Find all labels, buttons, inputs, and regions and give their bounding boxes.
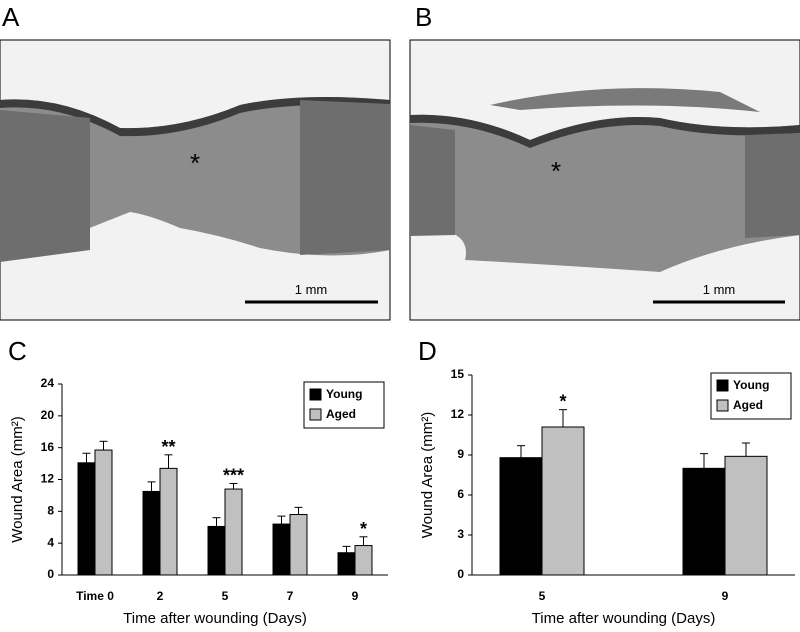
legend-swatch (309, 408, 322, 421)
x-tick-label: 7 (287, 589, 294, 603)
error-bar (359, 536, 368, 546)
error-bar (82, 452, 91, 463)
error-bar (99, 440, 108, 451)
y-axis-title: Wound Area (mm²) (9, 416, 26, 542)
y-tick-label: 15 (451, 367, 465, 381)
y-tick-label: 6 (457, 487, 464, 501)
y-tick-label: 12 (41, 472, 55, 486)
significance-label: *** (223, 465, 244, 485)
y-axis-title: Wound Area (mm²) (419, 412, 436, 538)
y-tick-label: 0 (457, 567, 464, 581)
y-tick-label: 20 (41, 408, 55, 422)
panel-label: D (418, 336, 437, 366)
error-bar (294, 506, 303, 515)
y-tick-label: 3 (457, 527, 464, 541)
legend-swatch (309, 388, 322, 401)
y-tick-label: 9 (457, 447, 464, 461)
legend-label: Aged (733, 398, 763, 412)
x-tick-label: Time 0 (76, 589, 114, 603)
legend-swatch (716, 379, 729, 392)
bar (207, 525, 226, 576)
error-bar (164, 454, 173, 469)
y-tick-label: 0 (47, 567, 54, 581)
y-tick-label: 12 (451, 407, 465, 421)
legend-label: Aged (326, 407, 356, 421)
significance-label: ** (161, 437, 175, 457)
bar (289, 514, 308, 576)
bar (272, 523, 291, 576)
bar (337, 552, 356, 576)
panel-label: C (8, 336, 27, 366)
panel-label: B (415, 2, 432, 32)
scale-bar-label: 1 mm (295, 282, 328, 297)
bar (142, 490, 161, 576)
x-tick-label: 9 (722, 589, 729, 603)
bar (541, 426, 585, 576)
bar (682, 467, 726, 576)
wound-marker: * (190, 148, 200, 178)
y-tick-label: 4 (47, 535, 54, 549)
x-tick-label: 5 (222, 589, 229, 603)
histology-image: * 1 mm (409, 39, 800, 321)
bar (224, 488, 243, 576)
scale-bar-label: 1 mm (703, 282, 736, 297)
error-bar (229, 482, 238, 490)
bar (77, 462, 96, 576)
x-tick-label: 9 (352, 589, 359, 603)
legend-label: Young (733, 378, 769, 392)
bar (724, 455, 768, 576)
error-bar (277, 515, 286, 525)
error-bar (147, 481, 156, 492)
bar (354, 545, 373, 576)
x-axis-title: Time after wounding (Days) (532, 610, 716, 627)
bar (94, 449, 113, 576)
error-bar (517, 445, 525, 458)
significance-label: * (360, 519, 367, 539)
error-bar (559, 409, 567, 427)
legend-label: Young (326, 387, 362, 401)
histology-image: * 1 mm (0, 39, 391, 321)
x-tick-label: 5 (539, 589, 546, 603)
y-tick-label: 16 (41, 440, 55, 454)
y-tick-label: 24 (41, 376, 55, 390)
bar (499, 457, 543, 576)
x-axis-title: Time after wounding (Days) (123, 610, 307, 627)
error-bar (742, 442, 750, 457)
error-bar (700, 453, 708, 469)
significance-label: * (559, 392, 566, 412)
y-tick-label: 8 (47, 504, 54, 518)
wound-marker: * (551, 156, 561, 186)
error-bar (342, 545, 351, 553)
error-bar (212, 517, 221, 527)
bar (159, 467, 178, 576)
x-tick-label: 2 (157, 589, 164, 603)
panel-label: A (2, 2, 20, 32)
legend-swatch (716, 399, 729, 412)
